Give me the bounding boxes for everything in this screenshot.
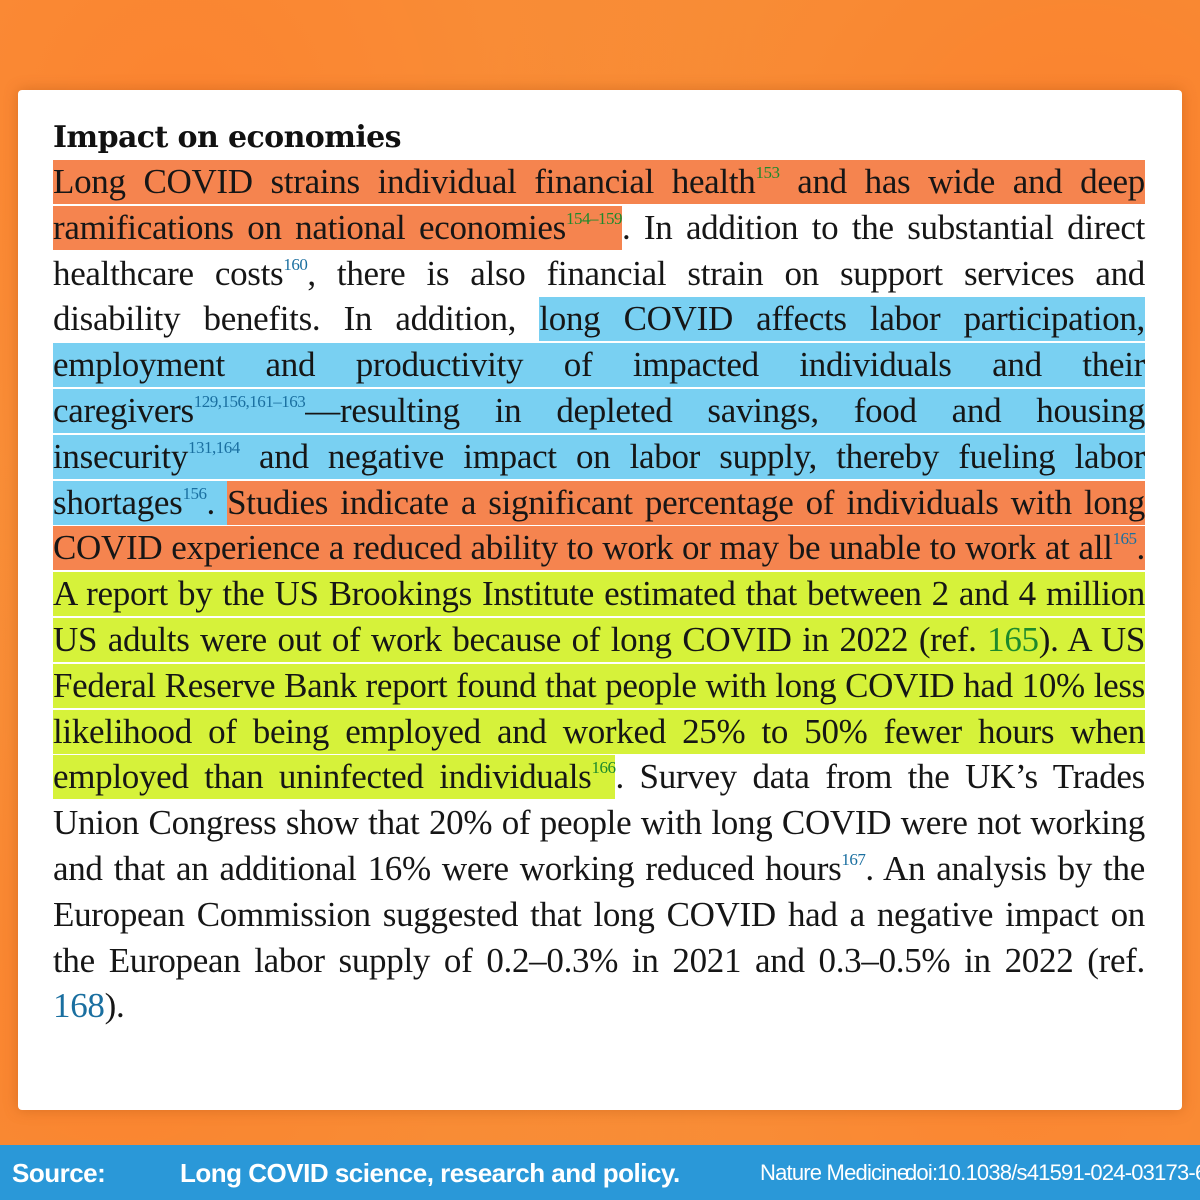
reference-link[interactable]: 168 — [53, 986, 105, 1026]
sentence-support-services: , there is also financial strain on supp… — [53, 253, 1145, 339]
sentence-reduced-ability: Studies indicate a significant percentag… — [53, 482, 1146, 568]
punctuation: . — [1136, 528, 1146, 568]
sentence-trades-union: . Survey data from the UK’s Trades Union… — [53, 757, 1145, 888]
citation[interactable]: 167 — [841, 849, 866, 869]
sentence-depleted-savings: —resulting in depleted savings, food and… — [53, 390, 1145, 476]
section-heading: Impact on economies — [53, 120, 402, 155]
sentence-labor-participation: long COVID affects labor participation, … — [53, 299, 1145, 430]
source-bar: Source: Long COVID science, research and… — [0, 1145, 1200, 1200]
citation[interactable]: 154–159 — [565, 208, 623, 228]
source-doi: doi:10.1038/s41591-024-03173-6 — [905, 1160, 1200, 1185]
citation[interactable]: 165 — [1112, 529, 1138, 549]
article-excerpt: Impact on economies Long COVID strains i… — [53, 117, 1145, 1029]
source-journal: Nature Medicine. — [760, 1160, 914, 1185]
body-paragraph: Long COVID strains individual financial … — [53, 159, 1145, 1029]
citation[interactable]: 166 — [591, 758, 616, 778]
highlight-orange-2: Studies indicate a significant percentag… — [53, 480, 1146, 571]
closing-punctuation: ). — [104, 986, 125, 1026]
citation[interactable]: 160 — [283, 254, 308, 274]
citation[interactable]: 153 — [755, 163, 780, 182]
sentence-healthcare-costs: . In addition to the substan­tial direct… — [53, 207, 1145, 293]
reference-link[interactable]: 165 — [987, 619, 1039, 659]
sentence-brookings-report: A report by the US Brookings Institute e… — [53, 574, 1145, 659]
source-label: Source: — [12, 1158, 106, 1188]
sentence-financial-health: Long COVID strains individual financial … — [53, 162, 756, 201]
citation[interactable]: 131,164 — [188, 437, 240, 457]
citation[interactable]: 156 — [182, 483, 208, 503]
punctuation: . — [206, 482, 228, 522]
source-title: Long COVID science, research and policy. — [180, 1158, 680, 1188]
sentence-labor-supply: and negative impact on labor supply, the… — [53, 436, 1145, 522]
sentence-federal-reserve: ). A US Federal Reserve Bank report foun… — [53, 619, 1145, 797]
sentence-european-commission: . An analysis by the European Commission… — [53, 848, 1145, 980]
sentence-national-economies: and has wide and deep ramifications on n… — [53, 162, 1145, 247]
citation[interactable]: 129,156,161–163 — [193, 391, 306, 411]
